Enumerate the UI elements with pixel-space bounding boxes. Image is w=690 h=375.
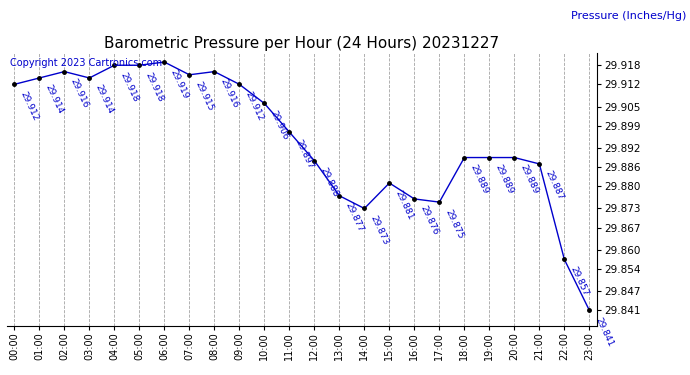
Text: 29.914: 29.914: [94, 84, 115, 116]
Text: 29.841: 29.841: [593, 316, 615, 348]
Text: 29.912: 29.912: [244, 90, 265, 122]
Text: 29.918: 29.918: [119, 71, 140, 103]
Text: 29.887: 29.887: [544, 170, 565, 202]
Text: 29.877: 29.877: [344, 201, 365, 234]
Text: Copyright 2023 Cartronics.com: Copyright 2023 Cartronics.com: [10, 58, 162, 68]
Text: 29.916: 29.916: [219, 77, 240, 110]
Text: 29.857: 29.857: [569, 265, 590, 297]
Text: 29.889: 29.889: [469, 163, 490, 195]
Text: 29.889: 29.889: [518, 163, 540, 195]
Text: 29.906: 29.906: [268, 109, 290, 141]
Text: 29.915: 29.915: [194, 80, 215, 113]
Text: 29.914: 29.914: [43, 84, 65, 116]
Text: 29.889: 29.889: [493, 163, 515, 195]
Text: 29.919: 29.919: [168, 68, 190, 100]
Text: 29.876: 29.876: [419, 204, 440, 237]
Text: 29.873: 29.873: [368, 214, 390, 246]
Text: 29.888: 29.888: [319, 166, 340, 199]
Text: 29.897: 29.897: [293, 138, 315, 170]
Text: 29.875: 29.875: [444, 208, 465, 240]
Text: Pressure (Inches/Hg): Pressure (Inches/Hg): [571, 11, 687, 21]
Title: Barometric Pressure per Hour (24 Hours) 20231227: Barometric Pressure per Hour (24 Hours) …: [104, 36, 500, 51]
Text: 29.916: 29.916: [68, 77, 90, 110]
Text: 29.881: 29.881: [393, 189, 415, 221]
Text: 29.918: 29.918: [144, 71, 165, 103]
Text: 29.912: 29.912: [19, 90, 40, 122]
